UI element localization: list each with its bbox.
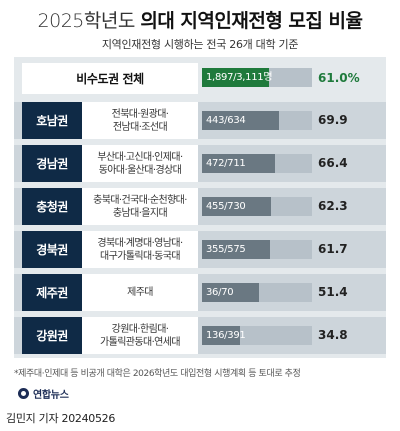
value-label: 61.7 xyxy=(318,242,348,256)
total-bar xyxy=(202,68,270,87)
chart-title: 2025학년도 의대 지역인재전형 모집 비율 xyxy=(0,6,400,33)
total-percent: 61.0% xyxy=(318,71,360,85)
bar-track: 36/70 xyxy=(202,283,312,302)
title-main: 의대 지역인재전형 모집 비율 xyxy=(140,10,363,32)
university-list: 경북대·계명대·영남대· 대구가톨릭대·동국대 xyxy=(82,231,198,268)
bar xyxy=(202,283,259,302)
region-label: 충청권 xyxy=(22,188,82,225)
chart-subtitle: 지역인재전형 시행하는 전국 26개 대학 기준 xyxy=(101,38,299,51)
region-label: 제주권 xyxy=(22,274,82,311)
total-bar-track: 1,897/3,111명 xyxy=(202,68,312,87)
bar xyxy=(202,197,271,216)
bar xyxy=(202,326,241,345)
university-list: 전북대·원광대· 전남대·조선대 xyxy=(82,102,198,139)
count-label: 355/575 xyxy=(206,244,246,255)
value-label: 66.4 xyxy=(318,156,348,170)
university-list: 제주대 xyxy=(82,274,198,311)
title-year: 2025학년도 xyxy=(37,10,136,32)
bar-track: 136/391 xyxy=(202,326,312,345)
bar-track: 355/575 xyxy=(202,240,312,259)
bar-track: 455/730 xyxy=(202,197,312,216)
university-list: 충북대·건국대·순천향대· 충남대·을지대 xyxy=(82,188,198,225)
agency-logo-icon xyxy=(18,388,29,399)
agency-name: 연합뉴스 xyxy=(33,390,69,401)
value-label: 62.3 xyxy=(318,199,348,213)
count-label: 455/730 xyxy=(206,201,246,212)
count-label: 472/711 xyxy=(206,158,246,169)
value-label: 69.9 xyxy=(318,113,348,127)
count-label: 443/634 xyxy=(206,115,246,126)
value-label: 34.8 xyxy=(318,328,348,342)
region-label: 경남권 xyxy=(22,145,82,182)
region-label: 강원권 xyxy=(22,317,82,354)
region-label: 경북권 xyxy=(22,231,82,268)
value-label: 51.4 xyxy=(318,285,348,299)
region-label: 호남권 xyxy=(22,102,82,139)
bar-track: 472/711 xyxy=(202,154,312,173)
bar xyxy=(202,154,276,173)
credit-line: 김민지 기자 20240526 xyxy=(6,412,116,425)
total-count: 1,897/3,111명 xyxy=(206,72,273,83)
bar xyxy=(202,240,270,259)
count-label: 136/391 xyxy=(206,330,246,341)
total-label: 비수도권 전체 xyxy=(22,63,198,94)
university-list: 부산대·고신대·인제대· 동아대·울산대·경상대 xyxy=(82,145,198,182)
agency-logo-group: 연합뉴스 xyxy=(18,386,69,401)
count-label: 36/70 xyxy=(206,287,234,298)
bar xyxy=(202,111,279,130)
footnote: *제주대·인제대 등 비공개 대학은 2026학년도 대입전형 시행계획 등 토… xyxy=(14,369,301,379)
university-list: 강원대·한림대· 가톨릭관동대·연세대 xyxy=(82,317,198,354)
bar-track: 443/634 xyxy=(202,111,312,130)
